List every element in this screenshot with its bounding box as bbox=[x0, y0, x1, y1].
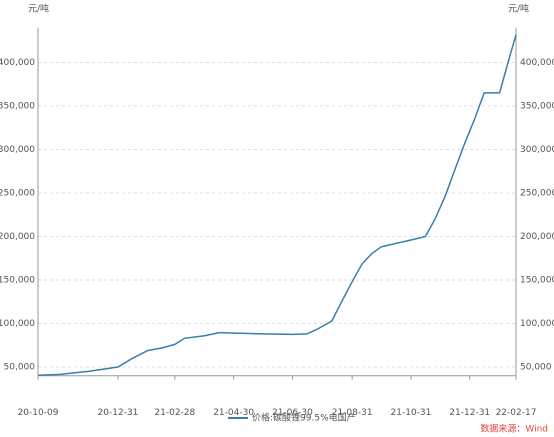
y-tick-label: 300,000 bbox=[0, 145, 35, 155]
y2-tick-label: 150,000 bbox=[520, 276, 554, 286]
y-tick-label: 350,000 bbox=[0, 102, 35, 112]
y-tick-label: 400,000 bbox=[0, 58, 35, 68]
y-tick-label: 200,000 bbox=[0, 232, 35, 242]
y2-tick-label: 200,000 bbox=[520, 232, 554, 242]
x-tick-label: 21-10-31 bbox=[391, 408, 432, 418]
x-tick-label: 22-02-17 bbox=[496, 408, 537, 418]
y2-tick-label: 100,000 bbox=[520, 319, 554, 329]
x-tick-label: 21-08-31 bbox=[332, 408, 373, 418]
y-tick-label: 50,000 bbox=[4, 363, 36, 373]
x-tick-label: 21-04-30 bbox=[213, 408, 254, 418]
y-tick-label: 250,000 bbox=[0, 189, 35, 199]
y2-tick-label: 50,000 bbox=[520, 363, 552, 373]
y2-tick-label: 300,000 bbox=[520, 145, 554, 155]
x-tick-label: 20-10-09 bbox=[18, 408, 59, 418]
data-line bbox=[37, 34, 517, 377]
y2-tick-label: 350,000 bbox=[520, 102, 554, 112]
x-tick-label: 21-12-31 bbox=[449, 408, 490, 418]
y2-axis-unit: 元/吨 bbox=[508, 3, 529, 15]
legend-label: 价格:碳酸锂99.5%电国产 bbox=[252, 412, 356, 424]
x-tick-label: 21-06-30 bbox=[272, 408, 313, 418]
y2-tick-label: 250,000 bbox=[520, 189, 554, 199]
x-tick-label: 21-02-28 bbox=[154, 408, 195, 418]
y-axis-unit: 元/吨 bbox=[28, 3, 49, 15]
x-tick-label: 20-12-31 bbox=[98, 408, 139, 418]
source-note: 数据来源：Wind bbox=[480, 423, 548, 435]
y-tick-label: 100,000 bbox=[0, 319, 35, 329]
y2-tick-label: 400,000 bbox=[520, 58, 554, 68]
y-tick-label: 150,000 bbox=[0, 276, 35, 286]
